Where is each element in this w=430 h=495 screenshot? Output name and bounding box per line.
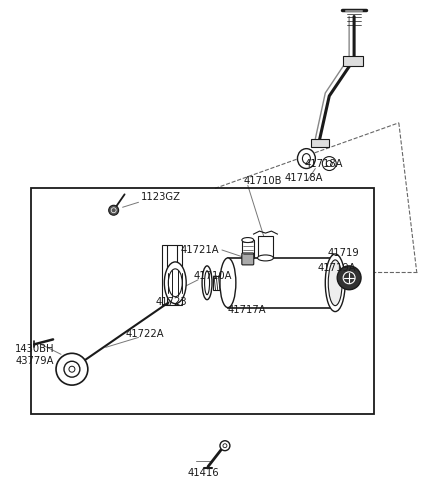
Bar	[258, 236, 273, 258]
FancyBboxPatch shape	[242, 253, 254, 265]
Ellipse shape	[328, 260, 342, 305]
Circle shape	[322, 156, 336, 170]
Text: 1430BH
43779A: 1430BH 43779A	[15, 345, 55, 366]
Circle shape	[337, 266, 361, 290]
Ellipse shape	[242, 238, 254, 243]
Bar	[213, 276, 228, 290]
Text: 41718A: 41718A	[285, 173, 323, 184]
Ellipse shape	[202, 266, 212, 299]
Ellipse shape	[298, 148, 315, 168]
Ellipse shape	[168, 269, 182, 297]
Text: 41719A: 41719A	[317, 263, 356, 273]
Circle shape	[64, 361, 80, 377]
Text: 1123GZ: 1123GZ	[141, 193, 181, 202]
Bar	[228, 258, 335, 307]
Text: 41717A: 41717A	[228, 304, 267, 315]
Circle shape	[56, 353, 88, 385]
Ellipse shape	[258, 255, 273, 261]
Bar	[163, 245, 182, 304]
Text: 41723: 41723	[155, 297, 187, 306]
Ellipse shape	[325, 254, 345, 311]
Bar	[343, 56, 363, 66]
Text: 41416: 41416	[187, 468, 219, 478]
Ellipse shape	[205, 271, 209, 295]
Ellipse shape	[302, 153, 310, 163]
Circle shape	[109, 205, 119, 215]
Text: 41722A: 41722A	[126, 330, 164, 340]
Circle shape	[220, 441, 230, 450]
Text: 41710B: 41710B	[244, 176, 283, 187]
Text: 41721A: 41721A	[180, 245, 219, 255]
Bar	[242, 240, 254, 258]
Circle shape	[343, 272, 355, 284]
Text: 41719: 41719	[327, 248, 359, 258]
Text: 41718A: 41718A	[304, 158, 343, 168]
Ellipse shape	[164, 262, 186, 303]
Bar	[311, 139, 329, 147]
Ellipse shape	[220, 258, 236, 307]
Text: 41710A: 41710A	[193, 271, 232, 281]
Circle shape	[326, 160, 332, 166]
Circle shape	[223, 444, 227, 447]
Circle shape	[69, 366, 75, 372]
Circle shape	[111, 208, 116, 213]
Bar	[31, 189, 374, 414]
